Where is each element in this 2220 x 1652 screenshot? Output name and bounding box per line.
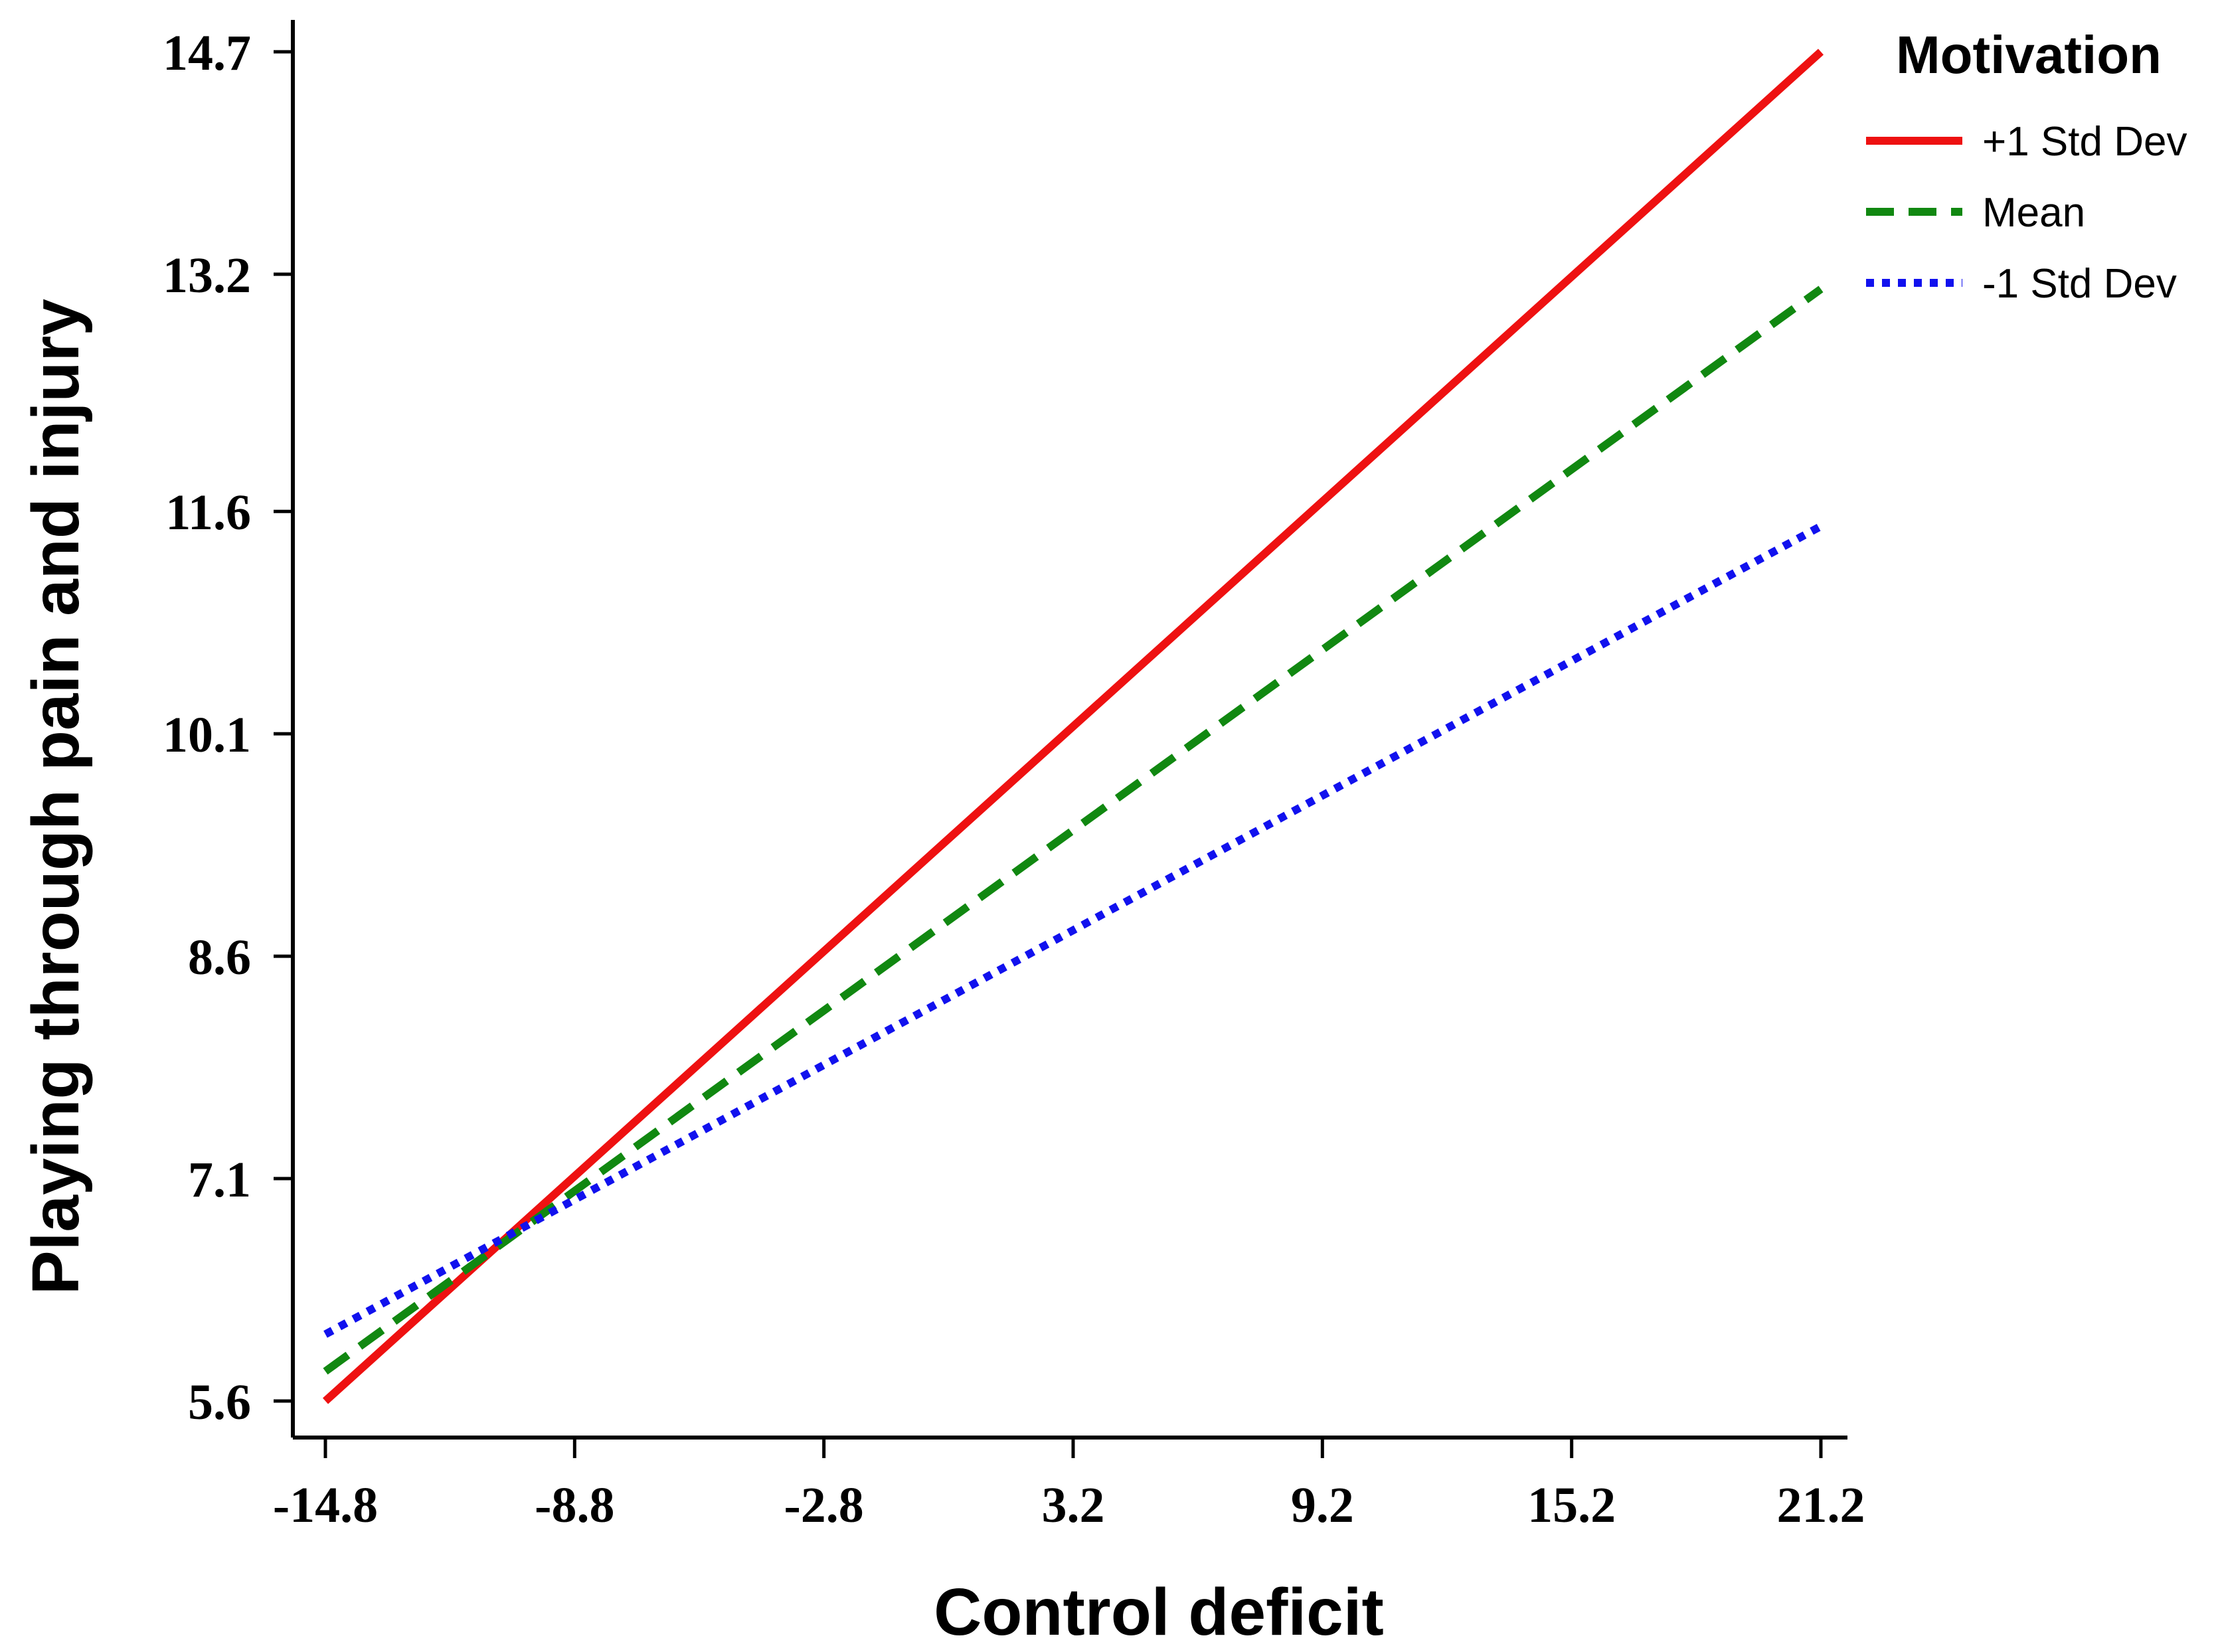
- legend: Motivation +1 Std Dev Mean -1 Std Dev: [1866, 25, 2187, 307]
- legend-title: Motivation: [1896, 25, 2162, 84]
- x-tick-label: 3.2: [1042, 1477, 1105, 1533]
- x-axis-ticks: -14.8 -8.8 -2.8 3.2 9.2 15.2 21.2: [273, 1438, 1865, 1533]
- x-tick-label: -8.8: [535, 1477, 614, 1533]
- legend-label: Mean: [1982, 190, 2085, 236]
- legend-label: -1 Std Dev: [1982, 261, 2177, 307]
- y-tick-label: 14.7: [163, 25, 251, 81]
- y-tick-label: 5.6: [188, 1374, 251, 1430]
- y-axis-title: Playing through pain and injury: [19, 299, 93, 1295]
- y-tick-label: 7.1: [188, 1152, 251, 1208]
- series-line-1-std-dev: [323, 523, 1823, 1338]
- y-tick-label: 8.6: [188, 930, 251, 985]
- y-axis-ticks: 5.6 7.1 8.6 10.1 11.6 13.2 14.7: [163, 25, 293, 1430]
- x-tick-label: -14.8: [273, 1477, 378, 1533]
- legend-label: +1 Std Dev: [1982, 119, 2187, 165]
- series-line-mean: [323, 286, 1824, 1375]
- y-tick-label: 10.1: [163, 707, 251, 763]
- x-tick-label: -2.8: [784, 1477, 864, 1533]
- legend-items: +1 Std Dev Mean -1 Std Dev: [1866, 119, 2187, 307]
- x-tick-label: 21.2: [1777, 1477, 1865, 1533]
- series-lines: [322, 48, 1824, 1404]
- x-axis-title: Control deficit: [934, 1575, 1384, 1649]
- x-tick-label: 9.2: [1291, 1477, 1354, 1533]
- y-tick-label: 13.2: [163, 248, 251, 303]
- x-tick-label: 15.2: [1527, 1477, 1616, 1533]
- axes: [291, 20, 1847, 1440]
- y-tick-label: 11.6: [165, 485, 251, 540]
- series-line-1-std-dev: [322, 48, 1824, 1404]
